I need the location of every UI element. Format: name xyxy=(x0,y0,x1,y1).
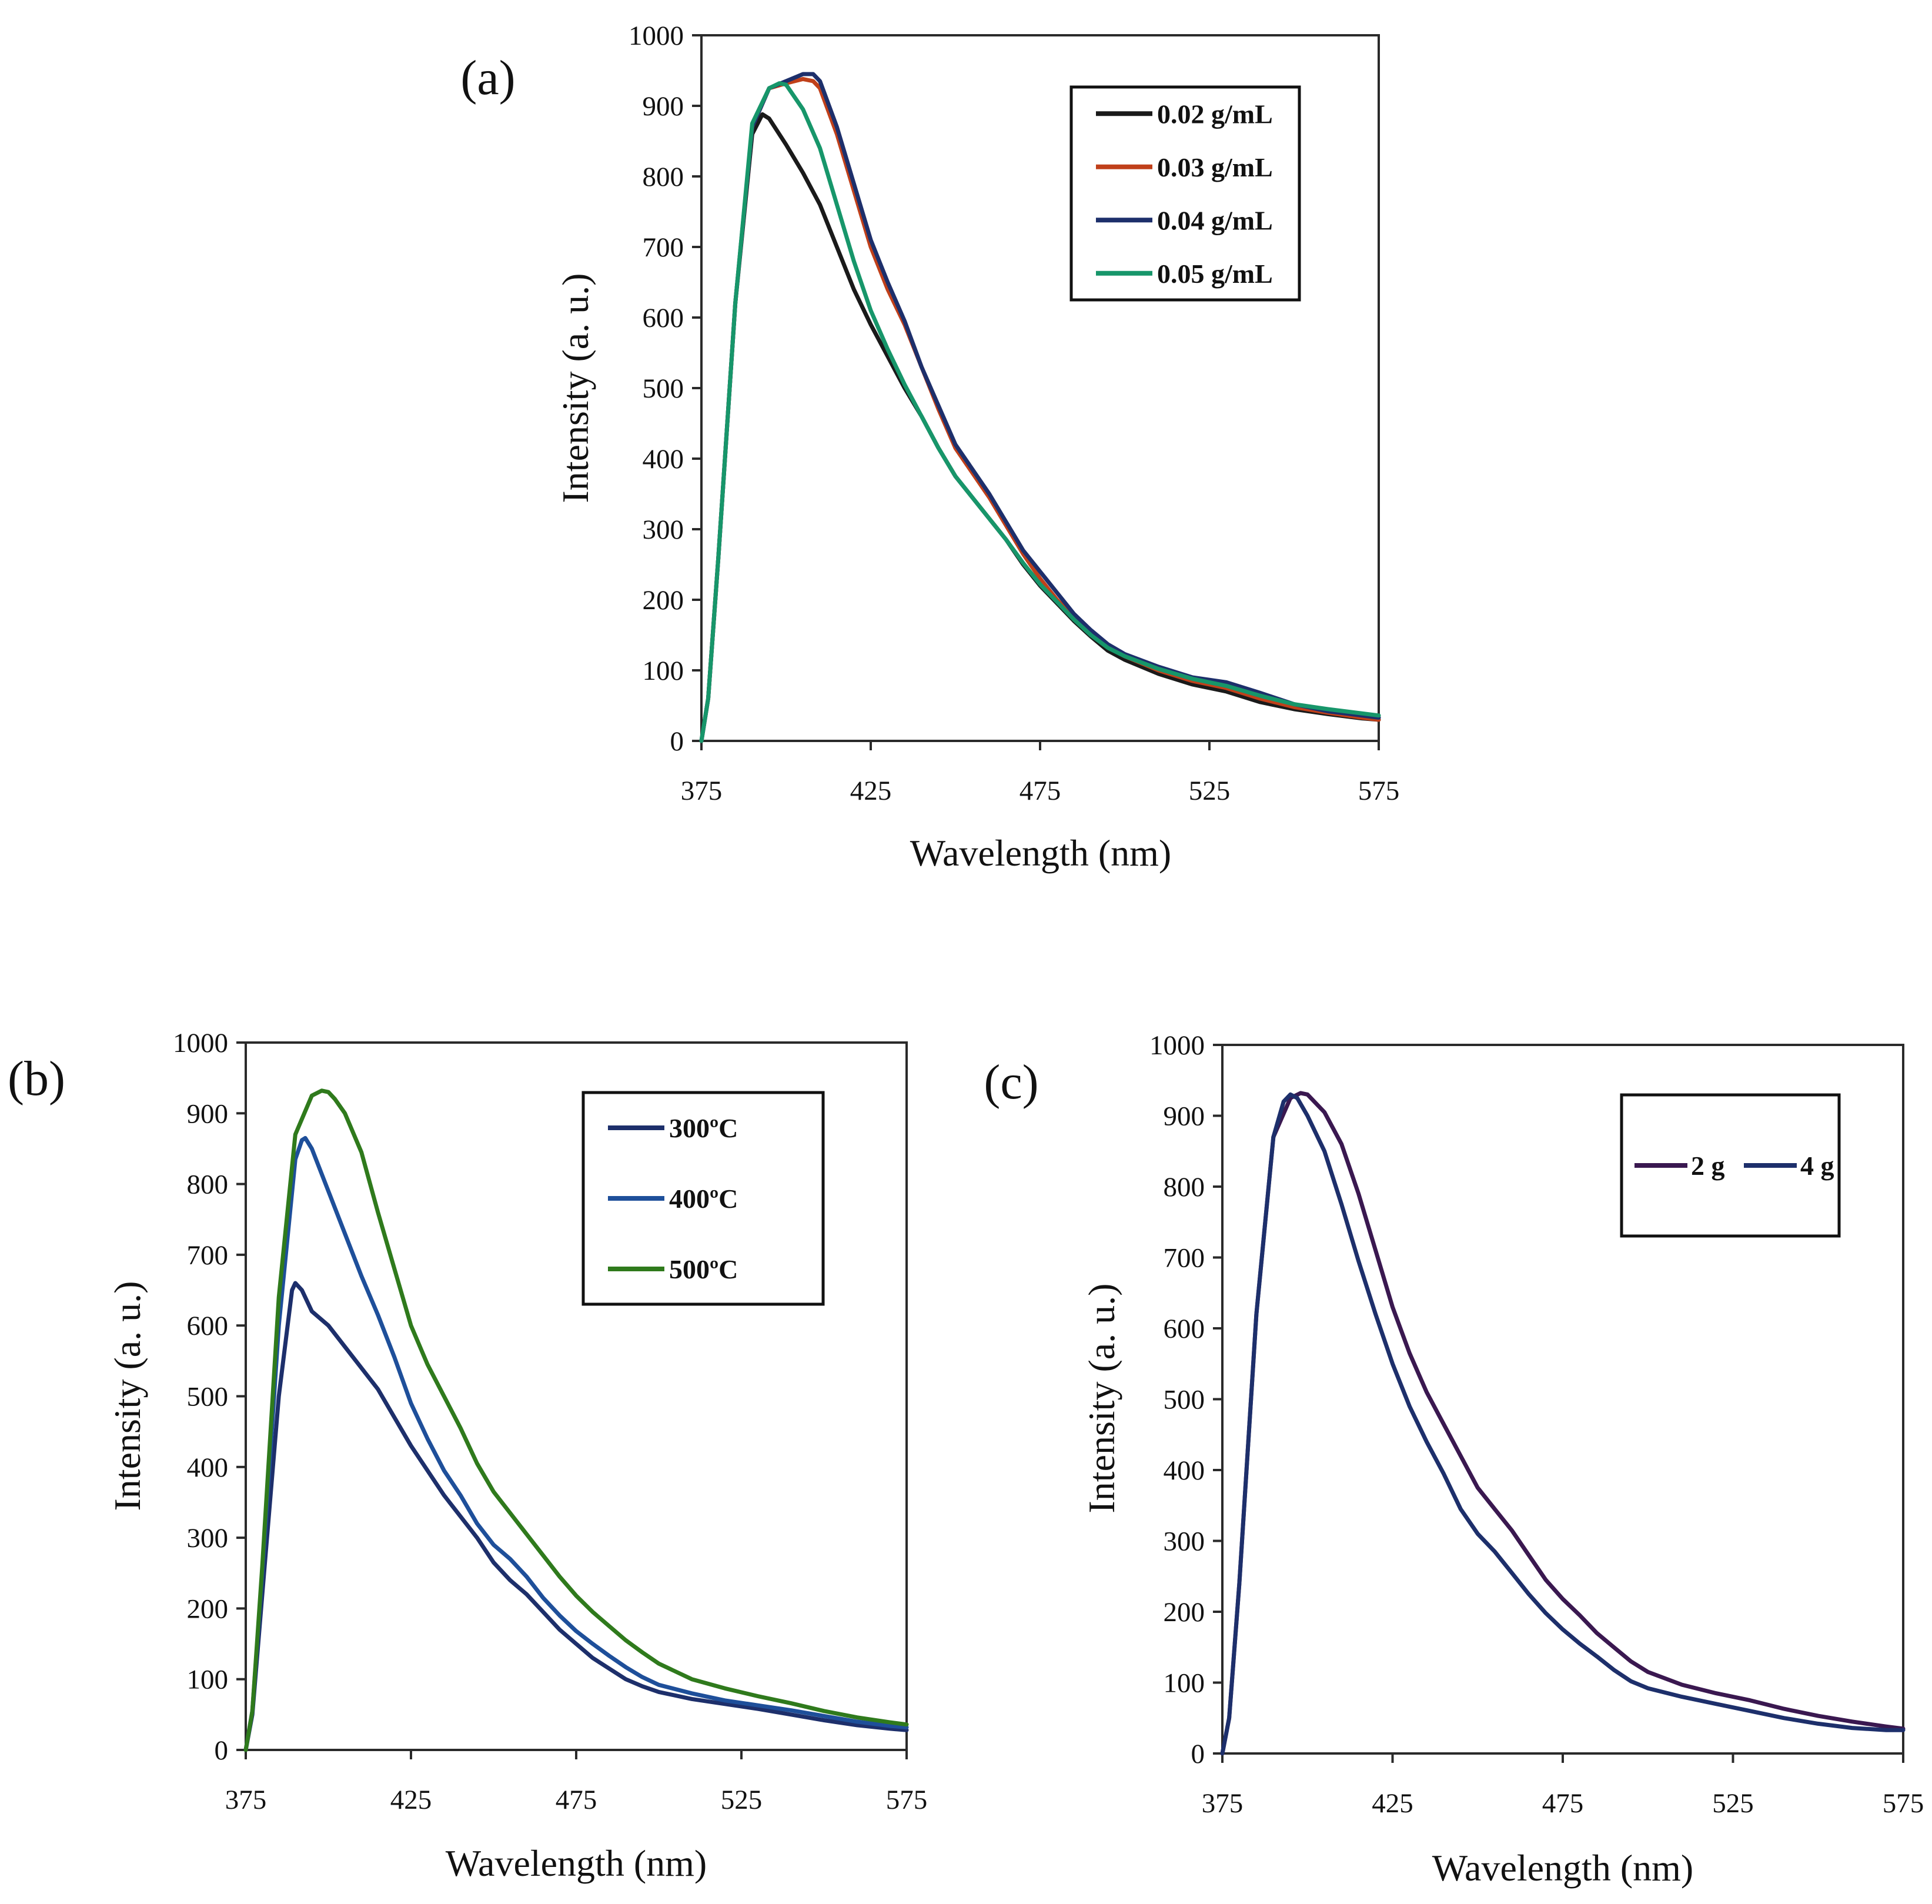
y-tick-label: 700 xyxy=(643,232,684,263)
x-axis-title: Wavelength (nm) xyxy=(910,832,1171,874)
legend-label: 2 g xyxy=(1691,1151,1725,1181)
panel-label: (a) xyxy=(460,51,515,105)
x-tick-label: 525 xyxy=(721,1785,763,1815)
panel-b: 0 100 200 300 400 500 600 700 800 900 1000 375 425 47… xyxy=(8,1028,927,1884)
x-tick-label: 475 xyxy=(1542,1788,1584,1819)
y-tick-label: 600 xyxy=(187,1311,229,1341)
series-line-a-4 xyxy=(699,81,1381,743)
legend-label: 0.04 g/mL xyxy=(1157,205,1273,235)
x-tick-label: 475 xyxy=(1020,776,1061,806)
y-tick-label: 0 xyxy=(1191,1739,1205,1769)
y-tick-label: 1000 xyxy=(629,21,684,51)
series-line-b-3 xyxy=(243,1088,909,1752)
x-tick-label: 375 xyxy=(225,1785,267,1815)
legend-box xyxy=(1069,85,1301,302)
y-axis-title: Intensity (a. u.) xyxy=(554,273,596,503)
legend-label: 400ºC xyxy=(669,1184,738,1214)
x-tick-label: 575 xyxy=(886,1785,928,1815)
legend-label: 300ºC xyxy=(669,1113,738,1143)
x-tick-label: 375 xyxy=(1202,1788,1244,1819)
y-tick-label: 100 xyxy=(643,656,684,686)
x-tick-label: 525 xyxy=(1712,1788,1754,1819)
x-tick-label: 425 xyxy=(850,776,892,806)
legend-label: 0.02 g/mL xyxy=(1157,99,1273,129)
y-tick-label: 900 xyxy=(187,1098,229,1129)
y-tick-label: 200 xyxy=(187,1594,229,1624)
legend-label: 500ºC xyxy=(669,1254,738,1284)
y-tick-label: 700 xyxy=(1164,1243,1205,1274)
y-tick-label: 1000 xyxy=(173,1028,228,1058)
y-tick-label: 200 xyxy=(643,585,684,616)
y-tick-label: 900 xyxy=(643,91,684,122)
x-axis-title: Wavelength (nm) xyxy=(1432,1847,1693,1889)
legend-label: 0.05 g/mL xyxy=(1157,259,1273,289)
y-tick-label: 0 xyxy=(215,1735,229,1766)
y-tick-label: 400 xyxy=(187,1452,229,1483)
panel-a: 0 100 200 300 400 500 600 700 800 900 1000 375 425 47… xyxy=(460,21,1399,874)
y-tick-label: 300 xyxy=(1164,1526,1205,1557)
y-tick-label: 400 xyxy=(1164,1455,1205,1486)
panel-label: (b) xyxy=(8,1051,65,1106)
x-tick-label: 475 xyxy=(556,1785,597,1815)
y-tick-label: 700 xyxy=(187,1240,229,1271)
y-axis-title: Intensity (a. u.) xyxy=(1081,1284,1122,1514)
y-tick-label: 200 xyxy=(1164,1597,1205,1628)
y-tick-label: 800 xyxy=(187,1170,229,1200)
x-tick-label: 575 xyxy=(1358,776,1400,806)
legend-label: 0.03 g/mL xyxy=(1157,152,1273,182)
y-tick-label: 100 xyxy=(1164,1668,1205,1699)
series-line-c-2 xyxy=(1220,1092,1906,1756)
y-tick-label: 500 xyxy=(643,373,684,404)
y-axis-title: Intensity (a. u.) xyxy=(106,1281,148,1511)
panel-c: 0 100 200 300 400 500 600 700 800 900 1000 375 425 47… xyxy=(984,1030,1924,1889)
panel-label: (c) xyxy=(984,1055,1038,1110)
y-tick-label: 100 xyxy=(187,1665,229,1695)
series-line-c-1 xyxy=(1220,1091,1906,1756)
y-tick-label: 800 xyxy=(643,162,684,192)
y-tick-label: 500 xyxy=(1164,1385,1205,1415)
y-tick-label: 600 xyxy=(643,303,684,333)
series-line-b-1 xyxy=(243,1281,909,1752)
series-line-b-2 xyxy=(243,1135,909,1752)
x-axis-title: Wavelength (nm) xyxy=(446,1842,707,1884)
x-tick-label: 425 xyxy=(390,1785,432,1815)
legend-label: 4 g xyxy=(1800,1151,1834,1181)
x-tick-label: 375 xyxy=(681,776,723,806)
y-tick-label: 800 xyxy=(1164,1172,1205,1202)
y-tick-label: 1000 xyxy=(1149,1030,1205,1061)
x-tick-label: 525 xyxy=(1189,776,1231,806)
x-tick-label: 575 xyxy=(1883,1788,1924,1819)
x-tick-label: 425 xyxy=(1372,1788,1413,1819)
y-tick-label: 600 xyxy=(1164,1314,1205,1344)
y-tick-label: 0 xyxy=(670,726,684,757)
y-tick-label: 300 xyxy=(187,1523,229,1554)
y-tick-label: 500 xyxy=(187,1382,229,1412)
y-tick-label: 400 xyxy=(643,444,684,475)
y-tick-label: 300 xyxy=(643,515,684,545)
y-tick-label: 900 xyxy=(1164,1101,1205,1132)
